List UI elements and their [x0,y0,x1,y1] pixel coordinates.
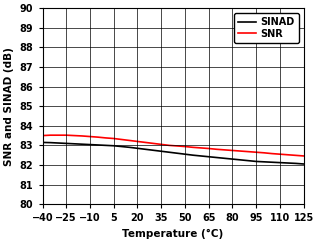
SINAD [223,157,226,160]
SNR [231,149,234,152]
SINAD [143,148,147,151]
SINAD [183,153,187,156]
SNR [270,152,274,155]
SNR [88,135,92,138]
Line: SNR: SNR [43,135,304,156]
SNR [183,145,187,148]
Legend: SINAD, SNR: SINAD, SNR [234,13,299,43]
SNR [151,142,155,145]
SINAD [246,159,250,162]
SNR [104,137,108,139]
SNR [167,144,171,147]
SNR [49,134,52,137]
SINAD [135,147,139,150]
SNR [143,141,147,144]
SINAD [120,145,124,148]
SNR [135,140,139,143]
SINAD [80,143,84,146]
SNR [120,138,124,141]
SNR [56,134,60,137]
SINAD [104,144,108,147]
SINAD [175,152,179,155]
Y-axis label: SNR and SINAD (dB): SNR and SINAD (dB) [4,47,14,166]
SINAD [191,154,195,157]
SNR [159,143,163,146]
SINAD [88,143,92,146]
SNR [191,146,195,149]
SNR [254,151,258,154]
SINAD [238,158,242,161]
SNR [302,155,306,157]
SINAD [151,149,155,152]
SNR [112,137,116,140]
SNR [199,147,203,149]
SINAD [167,151,171,154]
SINAD [231,158,234,161]
SNR [72,134,76,137]
SINAD [215,156,218,159]
SINAD [286,162,290,165]
SINAD [207,155,211,158]
X-axis label: Temperature (°C): Temperature (°C) [122,229,224,239]
SNR [294,154,298,157]
SINAD [302,163,306,165]
SNR [215,148,218,151]
SNR [80,135,84,138]
SNR [64,134,68,137]
SINAD [262,160,266,163]
SNR [128,139,131,142]
SINAD [41,141,45,144]
SINAD [72,142,76,145]
SNR [286,153,290,156]
SINAD [64,142,68,145]
SINAD [270,161,274,164]
SINAD [159,150,163,153]
SINAD [278,161,282,164]
Line: SINAD: SINAD [43,142,304,164]
SNR [223,148,226,151]
SINAD [199,155,203,157]
SNR [246,150,250,153]
SNR [262,151,266,154]
SINAD [49,141,52,144]
SNR [96,136,100,139]
SNR [238,150,242,153]
SNR [175,145,179,148]
SINAD [254,160,258,163]
SNR [41,134,45,137]
SINAD [294,162,298,165]
SINAD [112,144,116,147]
SNR [278,153,282,156]
SINAD [56,142,60,145]
SINAD [96,144,100,147]
SINAD [128,146,131,149]
SNR [207,147,211,150]
